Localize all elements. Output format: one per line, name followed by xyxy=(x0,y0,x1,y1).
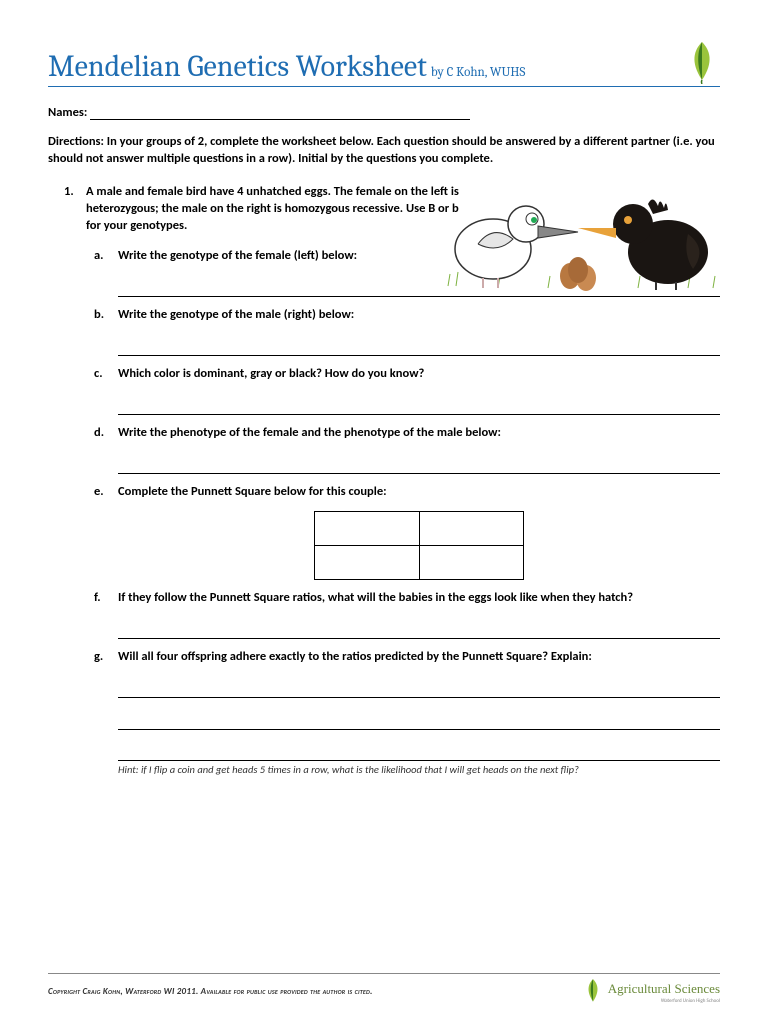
sub-g-text: Will all four offspring adhere exactly t… xyxy=(118,649,720,666)
sub-f-letter: f. xyxy=(94,590,101,605)
sub-f: f. If they follow the Punnett Square rat… xyxy=(118,590,720,639)
sub-c-text: Which color is dominant, gray or black? … xyxy=(118,366,720,383)
leaf-icon xyxy=(582,978,604,1004)
answer-line[interactable] xyxy=(118,684,720,698)
sub-b-letter: b. xyxy=(94,307,104,322)
title-block: Mendelian Genetics Worksheet by C Kohn, … xyxy=(48,49,525,84)
sub-c: c. Which color is dominant, gray or blac… xyxy=(118,366,720,415)
sub-questions: a. Write the genotype of the female (lef… xyxy=(118,248,720,775)
page-title: Mendelian Genetics Worksheet xyxy=(48,49,427,84)
sub-e-letter: e. xyxy=(94,484,104,499)
directions-text: In your groups of 2, complete the worksh… xyxy=(48,134,715,166)
sub-c-letter: c. xyxy=(94,366,103,381)
question-1: 1. A male and female bird have 4 unhatch… xyxy=(48,184,720,776)
ag-sub: Waterford Union High School xyxy=(608,998,720,1004)
answer-line[interactable] xyxy=(118,460,720,474)
names-row: Names: xyxy=(48,105,720,120)
directions: Directions: In your groups of 2, complet… xyxy=(48,134,720,168)
answer-line[interactable] xyxy=(118,716,720,730)
byline: by C Kohn, WUHS xyxy=(431,65,525,80)
q1-number: 1. xyxy=(64,184,74,199)
names-label: Names: xyxy=(48,105,87,120)
sub-b: b. Write the genotype of the male (right… xyxy=(118,307,720,356)
answer-line[interactable] xyxy=(118,401,720,415)
sub-b-text: Write the genotype of the male (right) b… xyxy=(118,307,720,324)
q1-text: A male and female bird have 4 unhatched … xyxy=(86,184,466,235)
sub-e: e. Complete the Punnett Square below for… xyxy=(118,484,720,580)
names-blank[interactable] xyxy=(90,108,470,120)
sub-d: d. Write the phenotype of the female and… xyxy=(118,425,720,474)
copyright-text: Copyright Craig Kohn, Waterford WI 2011.… xyxy=(48,986,373,997)
sub-a-letter: a. xyxy=(94,248,104,263)
answer-line[interactable] xyxy=(118,342,720,356)
sub-g: g. Will all four offspring adhere exactl… xyxy=(118,649,720,776)
ag-label: Agricultural Sciences xyxy=(608,981,720,996)
ag-logo: Agricultural Sciences Waterford Union Hi… xyxy=(582,978,720,1004)
hint-text: Hint: if I flip a coin and get heads 5 t… xyxy=(118,760,720,776)
punnett-square[interactable] xyxy=(314,511,524,580)
sub-a-text: Write the genotype of the female (left) … xyxy=(118,248,720,265)
leaf-icon xyxy=(684,40,720,84)
sub-a: a. Write the genotype of the female (lef… xyxy=(118,248,720,297)
sub-d-text: Write the phenotype of the female and th… xyxy=(118,425,720,442)
header: Mendelian Genetics Worksheet by C Kohn, … xyxy=(48,40,720,87)
directions-label: Directions: xyxy=(48,134,104,149)
sub-d-letter: d. xyxy=(94,425,104,440)
sub-f-text: If they follow the Punnett Square ratios… xyxy=(118,590,720,607)
sub-e-text: Complete the Punnett Square below for th… xyxy=(118,484,720,501)
answer-line[interactable] xyxy=(118,283,720,297)
footer: Copyright Craig Kohn, Waterford WI 2011.… xyxy=(48,973,720,1004)
sub-g-letter: g. xyxy=(94,649,103,664)
answer-line[interactable] xyxy=(118,625,720,639)
